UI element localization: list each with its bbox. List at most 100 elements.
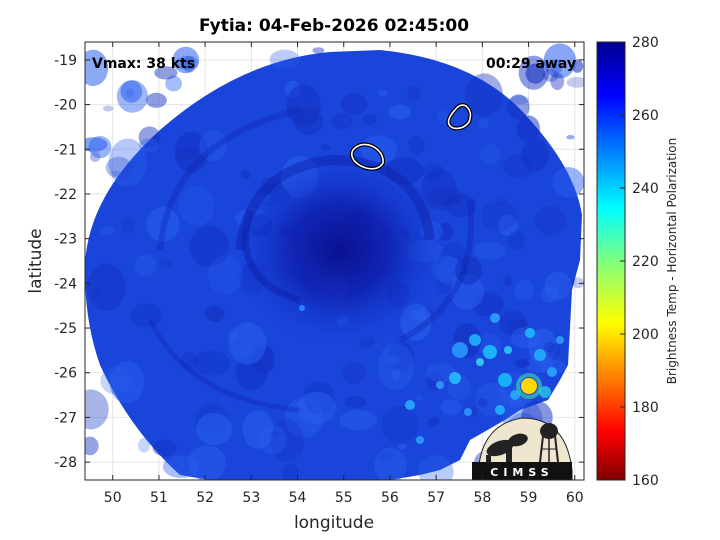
warm-pixel-6: [510, 390, 520, 400]
warm-pixel-1: [469, 334, 481, 346]
contour-1: [351, 143, 384, 170]
hot-pixel: [521, 378, 537, 394]
texture-blob: [543, 43, 577, 79]
contours: [349, 103, 473, 171]
texture-blob: [480, 143, 501, 165]
texture-blob: [269, 49, 300, 69]
warm-pixel-10: [405, 400, 415, 410]
warm-pixel-9: [547, 367, 557, 377]
texture-blob: [85, 137, 108, 152]
texture-blob: [138, 138, 159, 153]
x-tick-label-7: 57: [427, 490, 445, 506]
colorbar-tick-label-2: 240: [632, 181, 659, 197]
texture-blob: [425, 363, 456, 383]
texture-blob: [514, 279, 535, 301]
logo-text: CIMSS: [490, 466, 553, 479]
spiral-bands: [147, 107, 475, 413]
colorbar-tick-label-5: 180: [632, 400, 659, 416]
x-tick-label-1: 51: [150, 490, 168, 506]
warm-pixel-0: [452, 342, 468, 358]
texture-blob: [477, 398, 488, 408]
texture-blob: [93, 287, 102, 295]
texture-blob: [100, 367, 131, 395]
texture-blob: [571, 59, 584, 73]
x-tick-label-3: 53: [242, 490, 260, 506]
texture-blob: [120, 80, 143, 103]
texture-blob: [566, 135, 575, 140]
y-tick-label-2: -21: [54, 142, 77, 158]
texture-blob: [312, 47, 325, 54]
texture-blob: [228, 322, 267, 365]
texture-blob: [89, 151, 101, 162]
x-axis-label: longitude: [294, 513, 374, 533]
x-tick-label-0: 50: [104, 490, 122, 506]
texture-blob: [162, 455, 200, 479]
x-tick-label-4: 54: [289, 490, 307, 506]
texture-blob: [503, 154, 534, 179]
texture-blob: [320, 144, 331, 151]
texture-blob: [465, 73, 504, 117]
texture-blob: [414, 394, 424, 402]
texture-blob: [436, 108, 449, 125]
texture-blob: [154, 66, 178, 80]
warm-pixel-3: [449, 372, 461, 384]
texture-blob: [427, 416, 440, 427]
texture-blob: [178, 186, 215, 226]
texture-blob: [566, 77, 584, 88]
y-axis-label: latitude: [26, 228, 46, 293]
texture-blob: [121, 216, 135, 234]
warm-pixel-16: [476, 358, 484, 366]
texture-blob: [331, 112, 353, 130]
texture-blob: [547, 344, 561, 358]
colorbar-tick-label-1: 260: [632, 108, 659, 124]
texture-blob: [540, 285, 559, 304]
texture-blob: [544, 271, 572, 300]
texture-blob: [388, 105, 412, 119]
texture-blob: [344, 396, 367, 409]
texture-blob: [282, 464, 300, 480]
y-tick-label-1: -20: [54, 98, 77, 114]
texture-blob: [524, 356, 554, 373]
satellite-dish-icon-2: [508, 433, 528, 447]
texture-blob: [418, 455, 454, 480]
texture-blob: [174, 131, 209, 174]
texture-blob: [172, 46, 200, 74]
y-tick-label-0: -19: [54, 53, 77, 69]
y-tick-label-3: -22: [54, 187, 77, 203]
warm-pixel-12: [464, 408, 472, 416]
texture-blob: [105, 156, 132, 179]
y-axis-ticks: -19 -20 -21 -22 -23 -24 -25 -26 -27 -28: [54, 53, 584, 471]
texture-blob: [422, 163, 445, 181]
texture-blob: [535, 205, 566, 236]
texture-blob: [85, 389, 109, 430]
texture-blob: [108, 138, 147, 187]
texture-blob: [242, 410, 274, 449]
texture-blob: [378, 89, 388, 97]
texture-blob: [391, 369, 401, 381]
warm-pixel-17: [416, 436, 424, 444]
texture-blob: [507, 230, 527, 250]
texture-blob: [480, 201, 518, 232]
texture-blob: [540, 359, 566, 374]
texture-blob: [408, 135, 425, 155]
y-tick-label-4: -23: [54, 232, 77, 248]
y-tick-label-9: -28: [54, 455, 77, 471]
y-tick-label-5: -24: [54, 276, 77, 292]
colorbar-label: Brightness Temp - Horizontal Polarizatio…: [665, 138, 679, 385]
texture-blob: [341, 361, 367, 385]
texture-blob: [188, 445, 226, 480]
texture-blob: [85, 49, 109, 87]
texture-blob: [240, 170, 251, 180]
texture-blob: [379, 451, 394, 462]
texture-blob: [507, 94, 530, 120]
texture-blob: [137, 437, 151, 453]
texture-blob: [270, 418, 304, 463]
texture-blob: [189, 225, 230, 267]
texture-blob: [296, 391, 337, 425]
texture-blob: [518, 55, 549, 90]
texture-blob: [175, 148, 199, 161]
texture-blob: [397, 443, 407, 450]
colorbar-ticks: 280 260 240 220 200 180 160: [620, 35, 659, 489]
texture-blob: [196, 412, 233, 446]
